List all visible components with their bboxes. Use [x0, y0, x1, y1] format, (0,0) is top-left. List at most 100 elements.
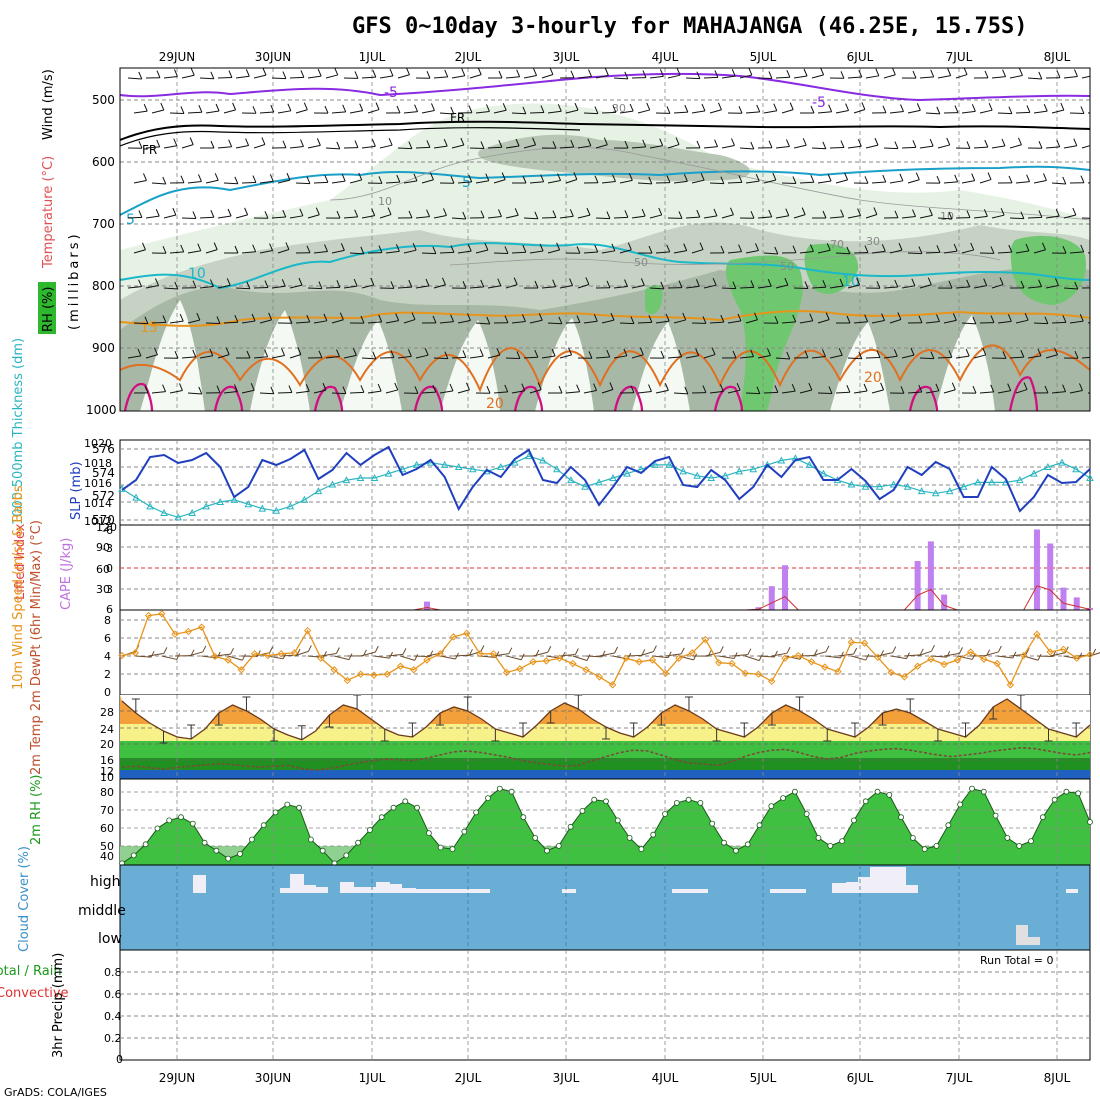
rh-marker — [461, 828, 468, 835]
upper-barb — [667, 144, 680, 149]
svg-text:-6: -6 — [102, 524, 113, 537]
rh-marker — [402, 798, 409, 805]
upper-barb — [703, 76, 718, 79]
upper-barb — [673, 250, 687, 254]
upper-barb — [433, 145, 448, 149]
upper-barb — [439, 251, 454, 254]
upper-barb — [601, 389, 614, 394]
svg-text:0: 0 — [116, 1053, 123, 1066]
wind-speed-marker — [966, 648, 975, 656]
date-label-bottom: 29JUN — [159, 1071, 196, 1085]
svg-text:-5: -5 — [812, 95, 826, 111]
upper-barb — [565, 109, 579, 114]
upper-barb — [1033, 249, 1046, 254]
wind-speed-marker — [1046, 648, 1054, 656]
upper-barb — [871, 250, 886, 254]
upper-barb — [403, 111, 418, 114]
thickness-marker — [440, 460, 449, 468]
surface-barb — [387, 653, 404, 657]
wind-speed-marker — [608, 681, 617, 689]
rh-marker — [437, 844, 444, 851]
isotherm-25 — [123, 376, 1039, 411]
thickness-marker — [707, 473, 716, 481]
svg-text:90: 90 — [96, 541, 110, 554]
upper-barb — [631, 146, 646, 149]
surface-barb — [731, 654, 748, 657]
rh-marker — [473, 809, 480, 816]
upper-barb — [685, 77, 700, 80]
upper-barb — [871, 320, 885, 324]
upper-barb — [217, 215, 232, 219]
upper-barb — [235, 75, 250, 79]
ua-ylabel: RH (%) Temperature (°C) Wind (m/s) (mill… — [41, 69, 82, 332]
upper-barb — [541, 286, 556, 289]
upper-barb — [361, 284, 374, 289]
upper-barb — [253, 74, 267, 79]
wind-speed-marker — [197, 623, 206, 631]
upper-barb — [385, 250, 400, 254]
upper-barb — [727, 389, 741, 394]
upper-barb — [469, 286, 484, 289]
upper-barb — [745, 392, 760, 395]
temp2m-panel: 28 24 20 16 12 10 2m Temp 2m DewPt (6hr … — [29, 520, 1091, 784]
plumes — [140, 300, 995, 411]
upper-barb — [943, 389, 956, 394]
svg-text:1020: 1020 — [84, 437, 112, 450]
upper-barb — [289, 146, 304, 149]
upper-barb — [637, 109, 650, 114]
upper-barb — [133, 179, 147, 184]
upper-barb — [331, 111, 346, 114]
thickness-marker — [230, 495, 239, 503]
upper-barb — [619, 179, 633, 184]
rh-marker — [721, 839, 727, 846]
svg-text:0.8: 0.8 — [104, 966, 122, 979]
upper-barb — [955, 74, 968, 79]
rh-marker — [1087, 819, 1093, 825]
wind-speed-marker — [874, 653, 882, 662]
wind-speed-marker — [211, 652, 219, 661]
upper-barb — [649, 287, 664, 290]
slp-thickness-panel: 576 574 572 570 1020 1018 1016 1014 1012… — [11, 338, 1094, 528]
rh-legend-swatch — [38, 282, 56, 334]
rh-marker — [1051, 796, 1058, 803]
upper-barb — [955, 286, 970, 289]
slp-ticks: 576 574 572 570 1020 1018 1016 1014 1012 — [84, 437, 115, 528]
upper-barb — [397, 355, 412, 359]
upper-barb — [487, 285, 501, 289]
thickness-marker — [370, 473, 379, 481]
upper-barb — [259, 111, 274, 114]
rh-marker — [614, 817, 621, 824]
rh2m-panel: 80 70 60 50 40 2m RH (%) — [29, 774, 1093, 867]
rh-marker — [744, 841, 751, 848]
rh-marker — [201, 839, 208, 846]
svg-text:12: 12 — [100, 765, 114, 778]
upper-barb — [163, 214, 176, 219]
upper-barb — [565, 179, 578, 184]
upper-barb — [133, 322, 148, 325]
upper-barb — [601, 111, 616, 114]
upper-barb — [559, 215, 574, 219]
wind-speed-marker — [423, 656, 431, 664]
upper-barb — [343, 354, 357, 359]
svg-text:1016: 1016 — [84, 477, 112, 490]
rh-band-green1 — [725, 255, 803, 411]
svg-text:570: 570 — [92, 513, 115, 527]
svg-text:30: 30 — [866, 235, 880, 248]
date-label-bottom: 7JUL — [946, 1071, 973, 1085]
upper-barb — [577, 145, 591, 149]
svg-text:0: 0 — [106, 562, 113, 575]
thickness-marker — [651, 460, 659, 468]
wind-speed-marker — [940, 660, 948, 669]
upper-barb — [847, 215, 861, 219]
upper-barb — [1051, 109, 1064, 114]
upper-barb — [997, 251, 1012, 254]
upper-barb — [691, 179, 705, 184]
thickness-marker — [496, 463, 505, 471]
upper-barb — [811, 355, 826, 359]
date-label-top: 2JUL — [455, 50, 482, 64]
upper-barb — [307, 75, 322, 79]
svg-text:SLP (mb): SLP (mb) — [69, 461, 84, 520]
upper-barb — [379, 144, 393, 149]
svg-text:50: 50 — [780, 260, 794, 273]
upper-barb — [595, 144, 608, 149]
